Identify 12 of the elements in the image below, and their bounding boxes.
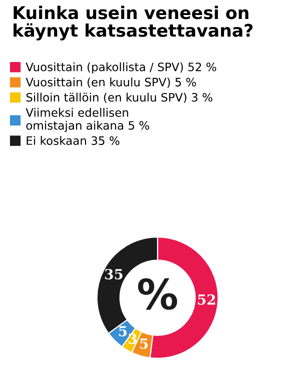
data-label: 3 [128, 333, 137, 344]
chart-title: Kuinka usein veneesi on käynyt katsastettavana? [14, 6, 253, 40]
legend-label: Viimeksi edellisen omistajan aikana 5 % [26, 108, 150, 132]
data-label: 35 [105, 268, 122, 280]
legend-label: Vuosittain (en kuulu SPV) 5 % [26, 78, 196, 88]
data-label: 5 [140, 338, 148, 349]
data-label: 5 [119, 326, 127, 336]
data-label: 52 [198, 294, 215, 305]
legend-label: Vuosittain (pakollista / SPV) 52 % [26, 62, 216, 74]
text: % [138, 278, 178, 310]
legend-label: Ei koskaan 35 % [26, 136, 120, 145]
legend-label: Silloin tällöin (en kuulu SPV) 3 % [26, 92, 212, 104]
